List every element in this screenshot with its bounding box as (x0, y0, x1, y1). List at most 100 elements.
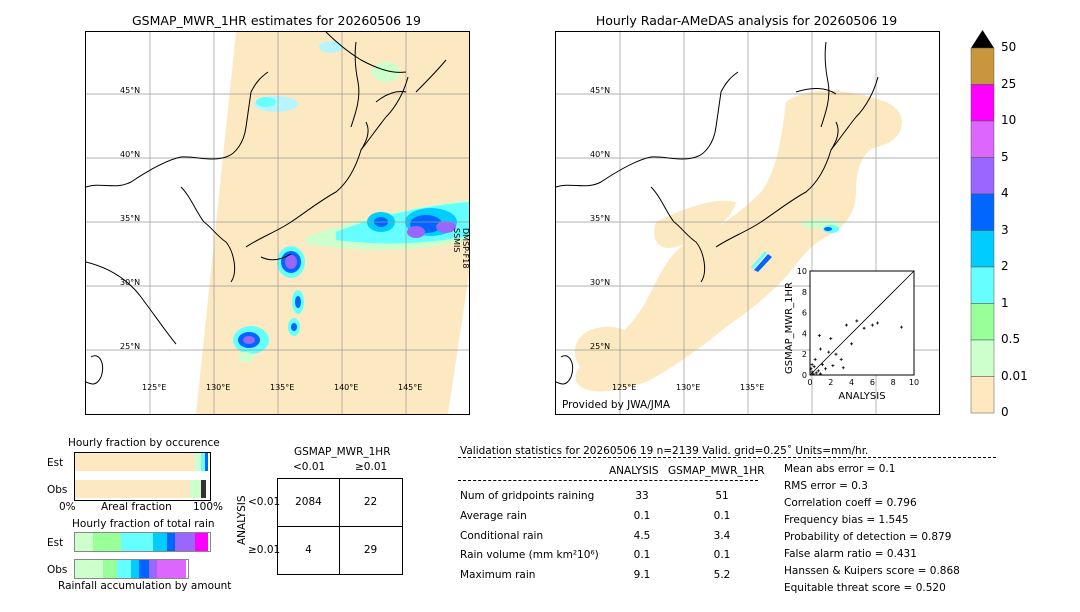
scatter-point (876, 321, 880, 325)
scatter-point (862, 326, 866, 330)
stat-row-gsmap: 51 (715, 490, 729, 502)
left-map: 45°N 40°N 35°N 30°N 25°N 125°E 130°E 135… (85, 31, 470, 415)
scatter-point (827, 350, 831, 354)
scatter-point (818, 372, 822, 376)
occ-est-mid (201, 453, 205, 471)
scatter-point (813, 357, 817, 361)
scatter-point (810, 363, 814, 367)
lon-label: 130°E (676, 383, 700, 392)
left-map-title: GSMAP_MWR_1HR estimates for 20260506 19 (132, 13, 421, 28)
scatter-xtick: 6 (870, 378, 875, 387)
contingency-row-ge: ≥0.01 (248, 544, 281, 556)
tr-obs-seg (103, 560, 117, 578)
occurrence-axis-mid: Areal fraction (101, 501, 172, 513)
occ-obs-dark (201, 480, 206, 498)
validation-col-analysis: ANALYSIS (609, 465, 659, 477)
occurrence-title: Hourly fraction by occurence (68, 437, 220, 449)
lat-label: 35°N (590, 214, 610, 223)
left-lat-labels: 45°N 40°N 35°N 30°N 25°N 125°E 130°E 135… (120, 86, 422, 392)
scatter-point (811, 372, 815, 376)
colorbar-swatch (970, 120, 995, 158)
colorbar-swatch (970, 376, 995, 414)
contingency-cell-d: 29 (363, 544, 378, 556)
stat-row-label: Conditional rain (460, 530, 544, 542)
total-rain-obs-bar (74, 559, 189, 579)
scatter-point (829, 337, 833, 341)
total-rain-title: Hourly fraction of total rain (72, 518, 215, 530)
occ-est-heavy (205, 453, 208, 471)
scatter-point (834, 352, 838, 356)
lat-label: 45°N (120, 86, 140, 95)
left-map-svg: 45°N 40°N 35°N 30°N 25°N 125°E 130°E 135… (86, 32, 469, 414)
occurrence-axis-left: 0% (59, 501, 76, 513)
contingency-table: 2084 22 4 29 (277, 478, 403, 575)
tr-obs-seg (139, 560, 149, 578)
scatter-point (816, 369, 820, 373)
scatter-inset: 0 0 2 2 4 4 6 6 8 8 10 10 ANALYSIS GSMAP_MWR_1HR (782, 267, 922, 403)
lat-label: 40°N (120, 150, 140, 159)
lon-label: 125°E (612, 383, 636, 392)
colorbar-label: 25 (1001, 76, 1017, 91)
right-map-title: Hourly Radar-AMeDAS analysis for 2026050… (595, 13, 898, 28)
right-coastlines (556, 41, 879, 385)
colorbar (970, 30, 995, 414)
tr-est-seg (195, 533, 208, 551)
colorbar-swatch (970, 47, 995, 85)
lon-label: 135°E (270, 383, 294, 392)
tr-est-seg (167, 533, 175, 551)
score-pod: Probability of detection = 0.879 (784, 531, 952, 543)
contingency-side-label: ANALYSIS (236, 495, 248, 545)
colorbar-swatch (970, 303, 995, 341)
scatter-xtick: 4 (849, 378, 854, 387)
lat-label: 40°N (590, 150, 610, 159)
colorbar-swatch (970, 157, 995, 195)
colorbar-label: 50 (1001, 40, 1017, 54)
scatter-xtick: 10 (909, 378, 919, 387)
scatter-xtick: 8 (891, 378, 896, 387)
scatter-point (810, 370, 814, 374)
left-map-grid (86, 32, 469, 414)
scatter-ytick: 6 (802, 309, 807, 318)
contingency-row-lt: <0.01 (248, 496, 281, 508)
occurrence-est-label: Est (47, 457, 64, 469)
scatter-ylabel: GSMAP_MWR_1HR (784, 282, 795, 374)
score-freq-bias: Frequency bias = 1.545 (784, 514, 909, 526)
total-rain-footer: Rainfall accumulation by amount (58, 580, 232, 592)
lat-label: 25°N (120, 342, 140, 351)
sat-label-line1: DMSP-F18 (461, 228, 470, 269)
provider-label: Provided by JWA/JMA (562, 399, 671, 411)
lon-label: 140°E (334, 383, 358, 392)
scatter-point (855, 319, 859, 323)
colorbar-swatch (970, 266, 995, 304)
lat-label: 30°N (590, 278, 610, 287)
colorbar-swatch (970, 339, 995, 377)
stat-row-gsmap: 5.2 (713, 569, 731, 581)
scatter-point (814, 371, 818, 375)
scatter-point (850, 342, 854, 346)
total-rain-chart (74, 532, 211, 579)
occ-est-dry (75, 453, 195, 471)
scatter-point (831, 364, 835, 368)
score-far: False alarm ratio = 0.431 (784, 548, 917, 560)
score-ets: Equitable threat score = 0.520 (784, 582, 946, 594)
colorbar-label: 3 (1001, 222, 1009, 237)
colorbar-label: 10 (1001, 113, 1017, 127)
lat-label: 45°N (590, 86, 610, 95)
scatter-ytick: 8 (802, 288, 807, 297)
tr-obs-seg (149, 560, 157, 578)
lat-label: 30°N (120, 278, 140, 287)
scatter-point (870, 323, 874, 327)
contingency-cell-c: 4 (305, 544, 312, 556)
stat-row-analysis: 33 (635, 490, 649, 502)
validation-divider (458, 457, 996, 458)
lon-label: 145°E (398, 383, 422, 392)
colorbar-label: 2 (1001, 259, 1009, 273)
lon-label: 130°E (206, 383, 230, 392)
colorbar-label: 0.01 (1001, 368, 1028, 383)
scatter-point (817, 333, 821, 337)
tr-est-seg (175, 533, 195, 551)
scatter-ytick: 10 (797, 268, 807, 276)
stat-row-label: Rain volume (mm km²10⁶) (460, 549, 599, 561)
stat-row-analysis: 9.1 (633, 569, 651, 581)
scatter-point (820, 363, 824, 367)
